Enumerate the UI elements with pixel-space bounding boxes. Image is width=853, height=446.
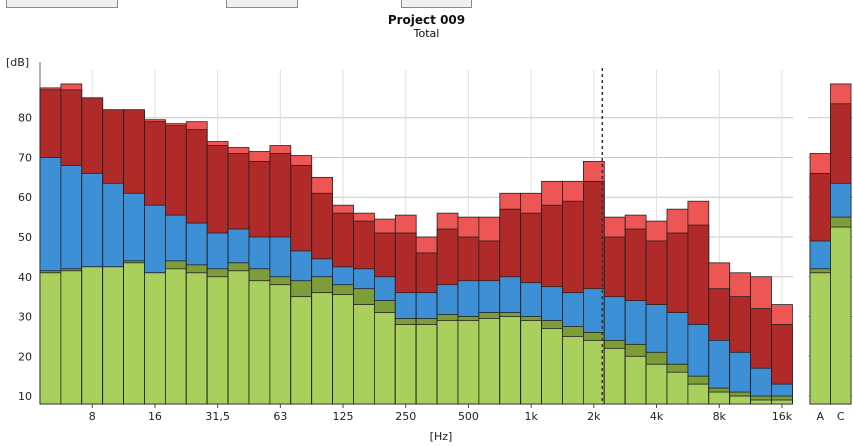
bar-band-18-light-green <box>415 324 438 405</box>
bar-band-11-light-green <box>269 284 292 405</box>
bar-band-10-light-green <box>248 280 271 405</box>
x-tick-label: 500 <box>458 410 479 423</box>
bar-band-9-light-green <box>227 270 250 405</box>
bar-band-33-light-green <box>729 395 752 405</box>
y-tick-label: 40 <box>18 271 32 284</box>
y-tick-label: 30 <box>18 311 32 324</box>
bar-band-35-light-green <box>771 399 793 405</box>
chart-subtitle: Total <box>413 27 440 40</box>
bar-band-32-light-green <box>708 391 731 405</box>
bar-band-14-light-green <box>332 294 354 405</box>
bar-total-0-light-green <box>809 272 831 405</box>
bar-band-1-light-green <box>60 270 83 405</box>
bar-band-30-light-green <box>666 371 689 405</box>
y-axis-label: [dB] <box>6 56 29 69</box>
bar-band-22-light-green <box>499 316 522 405</box>
y-tick-label: 50 <box>18 231 32 244</box>
x-tick-label: 8 <box>89 410 96 423</box>
bar-band-8-light-green <box>206 276 229 405</box>
toolbar-button-2[interactable] <box>226 0 298 8</box>
x-tick-label: 31,5 <box>205 410 230 423</box>
y-tick-label: 60 <box>18 191 32 204</box>
toolbar-button-1[interactable] <box>6 0 118 8</box>
chart-title: Project 009 <box>387 13 466 27</box>
bar-band-13-light-green <box>311 292 334 405</box>
bar-band-24-light-green <box>541 328 563 405</box>
x-tick-label: 8k <box>713 410 727 423</box>
bar-band-31-light-green <box>687 383 710 405</box>
bar-band-29-light-green <box>645 363 668 405</box>
bar-total-1-light-green <box>830 226 852 405</box>
bar-band-7-light-green <box>185 272 208 405</box>
bar-band-17-light-green <box>394 324 417 405</box>
bar-band-26-light-green <box>583 339 605 405</box>
y-tick-label: 10 <box>18 390 32 403</box>
bar-band-2-light-green <box>81 266 104 405</box>
x-tick-label: 4k <box>650 410 664 423</box>
bar-band-0-light-green <box>39 272 62 405</box>
bar-band-28-light-green <box>624 355 647 405</box>
x-tick-label: 63 <box>273 410 287 423</box>
bar-band-12-light-green <box>290 296 313 405</box>
x-tick-label: 2k <box>587 410 601 423</box>
bar-band-20-light-green <box>457 320 480 405</box>
bar-band-5-light-green <box>144 272 166 405</box>
bar-band-34-light-green <box>750 399 772 405</box>
bar-band-6-light-green <box>164 268 187 405</box>
x-tick-label: 1k <box>524 410 538 423</box>
bar-band-16-light-green <box>373 312 396 405</box>
x-tick-label: 16k <box>772 410 793 423</box>
bar-band-23-light-green <box>520 320 543 405</box>
x-tick-label: 125 <box>333 410 354 423</box>
bar-band-4-light-green <box>123 262 145 405</box>
x-tick-label: 16 <box>148 410 162 423</box>
x-axis-label: [Hz] <box>430 430 453 443</box>
y-tick-label: 80 <box>18 112 32 125</box>
x-tick-label: 250 <box>395 410 416 423</box>
bar-band-21-light-green <box>478 318 501 405</box>
bar-band-27-light-green <box>603 347 626 405</box>
bar-band-3-light-green <box>102 266 124 405</box>
x-tick-label-total: C <box>837 410 845 423</box>
x-tick-label-total: A <box>816 410 824 423</box>
y-tick-label: 20 <box>18 350 32 363</box>
bar-band-25-light-green <box>562 336 584 405</box>
bar-band-15-light-green <box>353 304 375 405</box>
y-tick-label: 70 <box>18 151 32 164</box>
bar-band-19-light-green <box>436 320 459 405</box>
toolbar-button-3[interactable] <box>401 0 472 8</box>
